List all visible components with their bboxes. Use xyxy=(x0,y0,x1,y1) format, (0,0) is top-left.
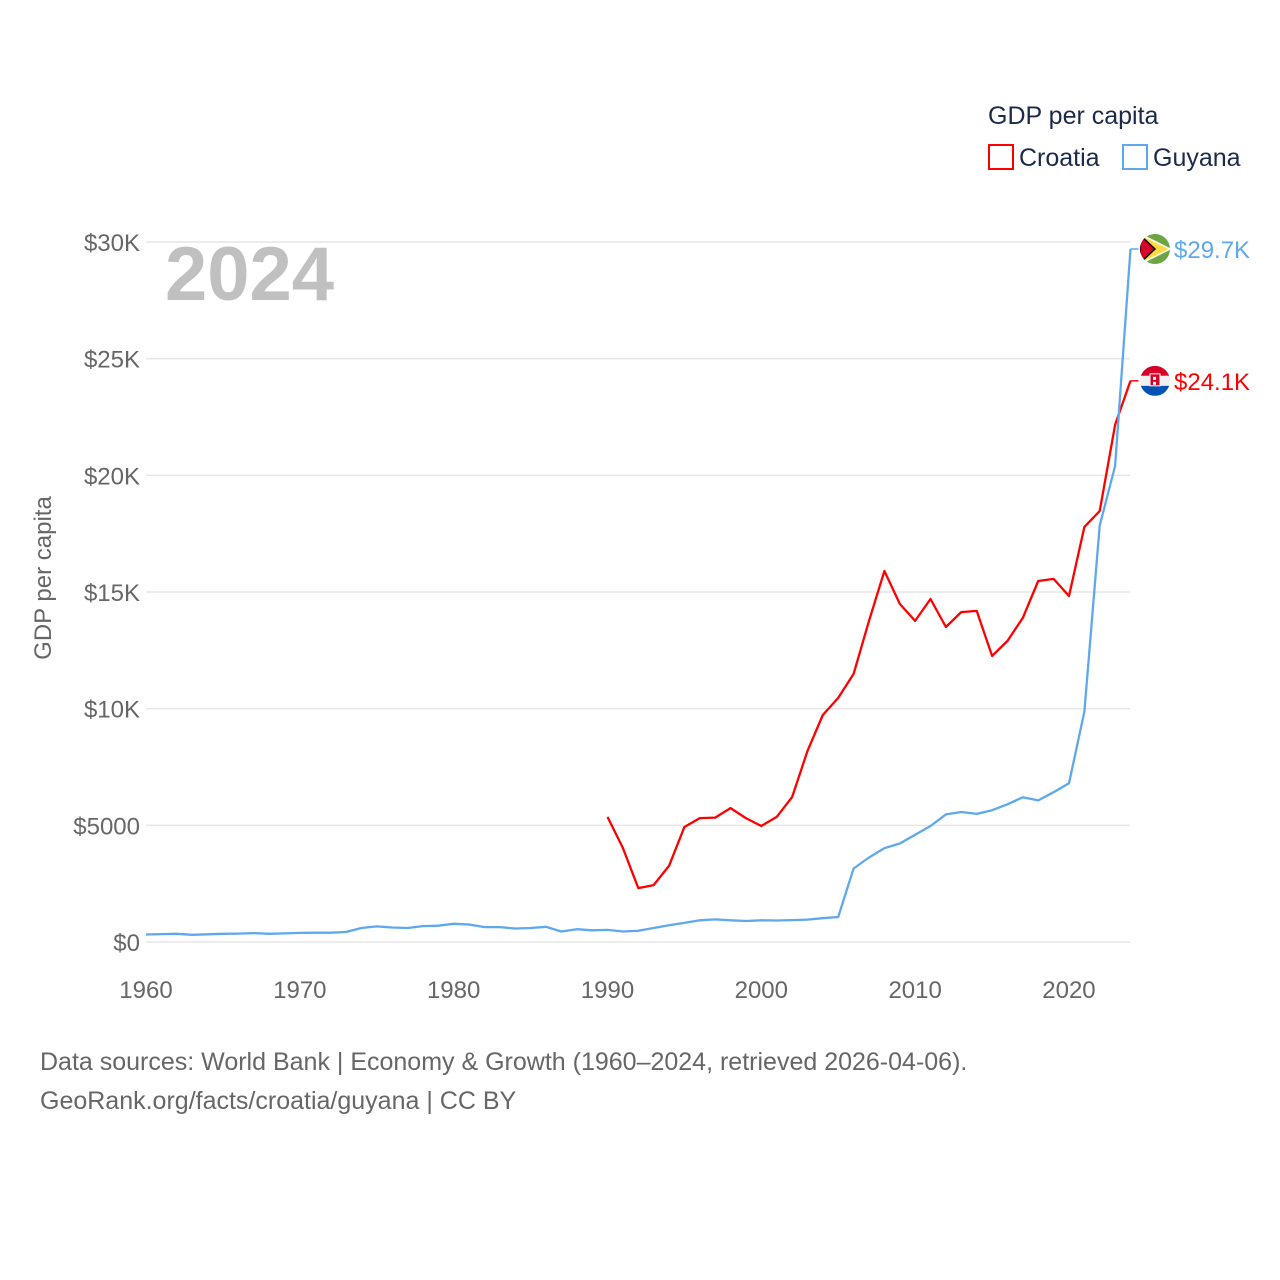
x-tick-label: 2000 xyxy=(735,977,788,1004)
grid-lines xyxy=(146,241,1130,943)
legend-swatch-croatia xyxy=(988,144,1014,170)
flag-body xyxy=(1140,365,1170,396)
guyana-flag-icon xyxy=(1140,234,1170,264)
flag-stripe-red xyxy=(1140,365,1170,376)
x-tick-label: 2020 xyxy=(1042,977,1095,1004)
y-tick-label: $5000 xyxy=(73,813,140,840)
flag-triangle xyxy=(1140,234,1157,264)
legend-label-croatia[interactable]: Croatia xyxy=(1019,144,1100,172)
x-axis-ticks: 1960 1970 1980 1990 2000 2010 2020 xyxy=(119,977,1095,1004)
y-axis-label: GDP per capita xyxy=(30,496,57,660)
y-tick-label: $20K xyxy=(84,463,140,490)
end-value-label-croatia: $24.1K xyxy=(1174,369,1250,396)
source-line-2[interactable]: GeoRank.org/facts/croatia/guyana | CC BY xyxy=(40,1087,517,1115)
flag-body xyxy=(1140,234,1170,264)
series-line-guyana xyxy=(145,248,1132,936)
legend: GDP per capita Croatia Guyana xyxy=(988,102,1241,172)
legend-swatch-guyana xyxy=(1122,144,1148,170)
x-tick-label: 1980 xyxy=(427,977,480,1004)
y-tick-label: $25K xyxy=(84,347,140,374)
series-lines xyxy=(145,248,1132,936)
x-tick-label: 1960 xyxy=(119,977,172,1004)
y-axis-ticks: $0 $5000 $10K $15K $20K $25K $30K xyxy=(73,230,140,957)
end-value-label-guyana: $29.7K xyxy=(1174,237,1250,264)
y-tick-label: $15K xyxy=(84,580,140,607)
croatia-flag-icon xyxy=(1140,365,1170,396)
y-tick-label: $10K xyxy=(84,697,140,724)
y-tick-label: $30K xyxy=(84,230,140,257)
x-tick-label: 2010 xyxy=(888,977,941,1004)
x-tick-label: 1990 xyxy=(581,977,634,1004)
flag-check xyxy=(1153,376,1156,380)
y-tick-label: $0 xyxy=(113,930,140,957)
legend-title: GDP per capita xyxy=(988,102,1159,130)
source-note: Data sources: World Bank | Economy & Gro… xyxy=(40,1043,967,1121)
flag-stripe-blue xyxy=(1140,385,1170,396)
flag-check xyxy=(1153,381,1156,385)
year-watermark: 2024 xyxy=(165,232,334,317)
series-line-croatia xyxy=(606,380,1132,890)
source-line-1: Data sources: World Bank | Economy & Gro… xyxy=(40,1048,968,1076)
legend-label-guyana[interactable]: Guyana xyxy=(1153,144,1241,172)
x-tick-label: 1970 xyxy=(273,977,326,1004)
end-labels: $24.1K $29.7K xyxy=(1130,234,1250,396)
